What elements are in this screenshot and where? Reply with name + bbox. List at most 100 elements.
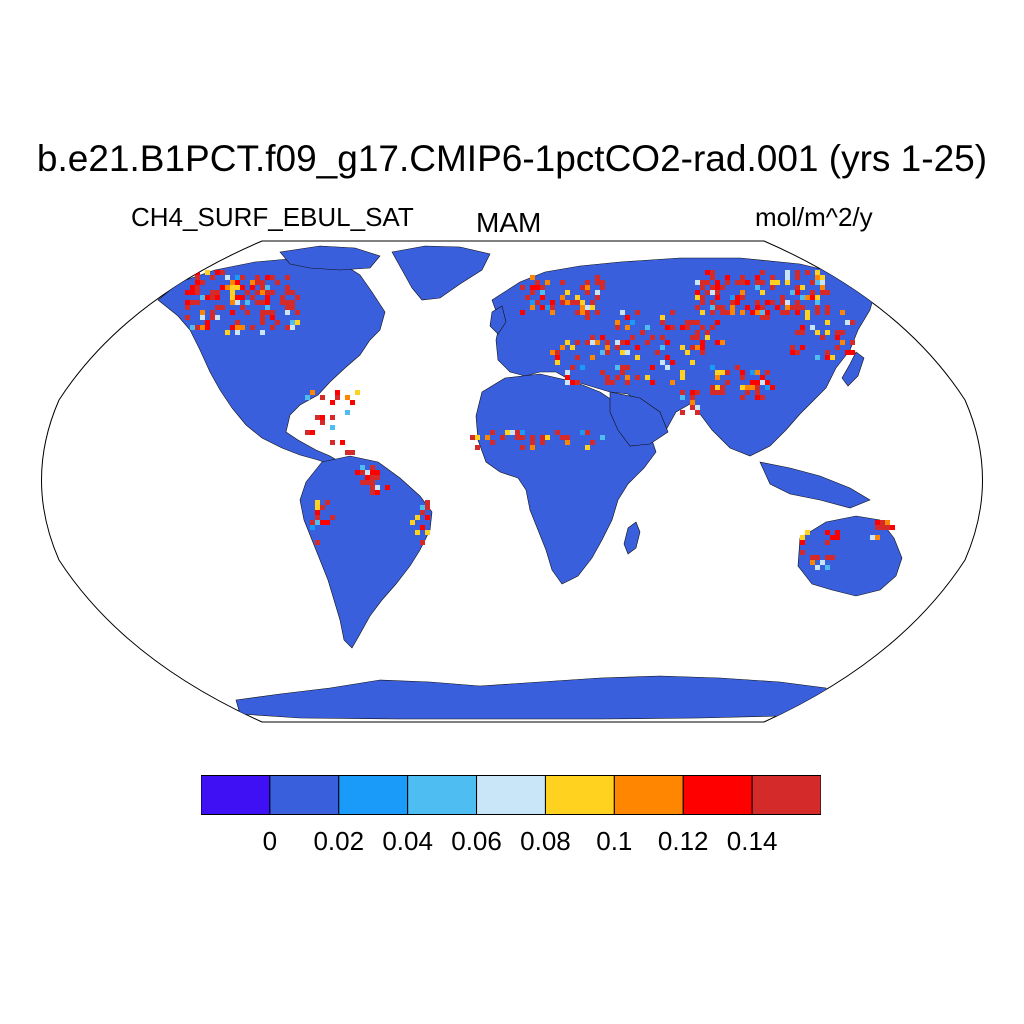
flux-cell — [310, 525, 315, 530]
flux-cell — [230, 300, 235, 305]
flux-cell — [645, 375, 650, 380]
flux-cell — [625, 375, 630, 380]
flux-cell — [680, 345, 685, 350]
flux-cell — [765, 370, 770, 375]
flux-cell — [475, 445, 480, 450]
colorbar-box — [201, 775, 271, 815]
flux-cell — [755, 390, 760, 395]
madagascar — [623, 521, 641, 555]
flux-cell — [680, 370, 685, 375]
flux-cell — [245, 290, 250, 295]
flux-cell — [295, 320, 300, 325]
flux-cell — [850, 320, 855, 325]
flux-cell — [700, 295, 705, 300]
flux-cell — [530, 435, 535, 440]
flux-cell — [740, 280, 745, 285]
flux-cell — [590, 340, 595, 345]
british-isles — [489, 305, 507, 335]
flux-cell — [700, 285, 705, 290]
flux-cell — [315, 505, 320, 510]
flux-cell — [825, 290, 830, 295]
flux-cell — [665, 325, 670, 330]
flux-cell — [205, 295, 210, 300]
flux-cell — [690, 360, 695, 365]
flux-cell — [600, 435, 605, 440]
flux-cell — [605, 375, 610, 380]
flux-cell — [265, 275, 270, 280]
flux-cell — [715, 375, 720, 380]
colorbar-box — [682, 775, 753, 815]
flux-cell — [695, 330, 700, 335]
flux-cell — [830, 535, 835, 540]
flux-cell — [540, 285, 545, 290]
flux-cell — [365, 480, 370, 485]
flux-cell — [695, 345, 700, 350]
flux-cell — [375, 485, 380, 490]
flux-cell — [200, 325, 205, 330]
flux-cell — [475, 435, 480, 440]
flux-cell — [575, 340, 580, 345]
colorbar-tick-label: 0.1 — [596, 826, 633, 856]
flux-cell — [215, 305, 220, 310]
flux-cell — [260, 315, 265, 320]
flux-cell — [580, 430, 585, 435]
flux-cell — [890, 525, 895, 530]
flux-cell — [710, 300, 715, 305]
flux-cell — [420, 540, 425, 545]
flux-cell — [825, 540, 830, 545]
flux-cell — [695, 305, 700, 310]
flux-cell — [760, 270, 765, 275]
flux-cell — [845, 350, 850, 355]
flux-cell — [225, 275, 230, 280]
flux-cell — [740, 290, 745, 295]
season-label: MAM — [476, 207, 542, 238]
flux-cell — [735, 300, 740, 305]
flux-cell — [615, 325, 620, 330]
flux-cell — [520, 445, 525, 450]
colorbar — [201, 775, 821, 815]
flux-cell — [730, 305, 735, 310]
flux-cell — [680, 375, 685, 380]
flux-cell — [205, 270, 210, 275]
flux-cell — [680, 325, 685, 330]
flux-cell — [360, 470, 365, 475]
flux-cell — [575, 310, 580, 315]
flux-cell — [210, 290, 215, 295]
flux-cell — [420, 505, 425, 510]
flux-cell — [240, 295, 245, 300]
flux-cell — [285, 300, 290, 305]
flux-cell — [785, 310, 790, 315]
flux-cell — [800, 285, 805, 290]
arabia — [609, 391, 669, 447]
flux-cell — [515, 430, 520, 435]
flux-cell — [800, 535, 805, 540]
flux-cell — [830, 355, 835, 360]
flux-cell — [765, 310, 770, 315]
flux-cell — [260, 310, 265, 315]
flux-cell — [200, 315, 205, 320]
flux-cell — [530, 305, 535, 310]
flux-cell — [530, 445, 535, 450]
flux-cell — [700, 340, 705, 345]
flux-cell — [815, 295, 820, 300]
flux-cell — [375, 490, 380, 495]
flux-cell — [790, 290, 795, 295]
flux-cell — [525, 295, 530, 300]
flux-cell — [660, 315, 665, 320]
flux-cell — [795, 270, 800, 275]
flux-cell — [795, 330, 800, 335]
flux-cell — [195, 270, 200, 275]
flux-cell — [315, 540, 320, 545]
flux-cell — [540, 295, 545, 300]
flux-cell — [590, 335, 595, 340]
flux-cell — [695, 295, 700, 300]
flux-cell — [265, 310, 270, 315]
flux-cell — [185, 300, 190, 305]
flux-cell — [620, 340, 625, 345]
flux-cell — [815, 275, 820, 280]
flux-cell — [185, 290, 190, 295]
flux-cell — [230, 325, 235, 330]
flux-cell — [620, 350, 625, 355]
flux-cell — [565, 380, 570, 385]
